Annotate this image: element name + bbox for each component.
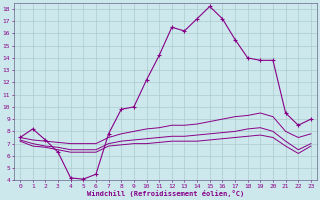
X-axis label: Windchill (Refroidissement éolien,°C): Windchill (Refroidissement éolien,°C) (87, 190, 244, 197)
